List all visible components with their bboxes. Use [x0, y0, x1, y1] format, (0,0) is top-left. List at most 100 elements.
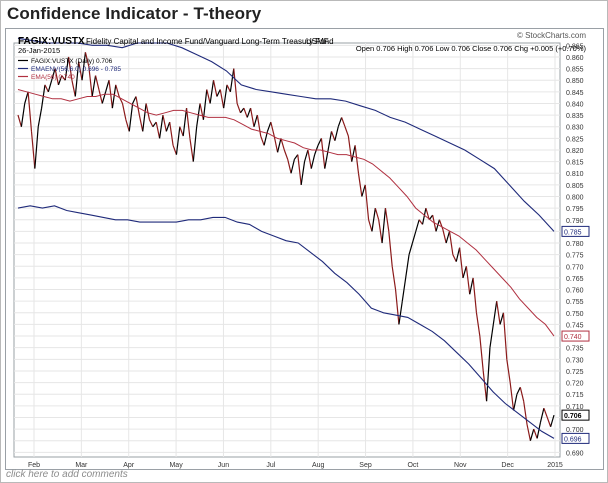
price-segment: [162, 114, 167, 132]
price-segment: [364, 184, 370, 220]
fund-description: Fidelity Capital and Income Fund/Vanguar…: [86, 37, 334, 46]
price-segment: [472, 277, 478, 313]
price-segment: [67, 56, 73, 81]
price-segment: [266, 121, 272, 132]
y-tick-label: 0.855: [566, 67, 584, 74]
price-segment: [135, 96, 140, 116]
price-segment: [351, 145, 356, 162]
y-tick-label: 0.830: [566, 125, 584, 132]
price-segment: [465, 266, 471, 295]
y-tick-label: 0.715: [566, 392, 584, 399]
y-tick-label: 0.835: [566, 113, 584, 120]
price-segment: [229, 68, 235, 92]
price-segment: [270, 121, 275, 137]
price-segment: [179, 126, 184, 137]
x-tick-label: Aug: [312, 462, 325, 469]
legend: FAGIX:VUSTX (Daily) 0.706EMAENV(56,6.0) …: [18, 58, 121, 81]
x-tick-label: Oct: [407, 462, 418, 469]
y-tick-label: 0.825: [566, 136, 584, 143]
price-segment: [435, 219, 440, 232]
y-tick-label: 0.750: [566, 311, 584, 318]
value-tag: [561, 330, 590, 342]
y-tick-label: 0.765: [566, 276, 584, 283]
y-axis: 0.6900.6950.7000.7050.7100.7150.7200.725…: [566, 43, 584, 457]
price-segment: [523, 401, 528, 425]
price-segment: [344, 126, 349, 137]
y-tick-label: 0.755: [566, 299, 584, 306]
symbol-label: FAGIX:VUSTX: [18, 36, 85, 47]
price-segment: [391, 266, 397, 290]
y-tick-label: 0.725: [566, 369, 584, 376]
price-segment: [84, 52, 90, 67]
y-tick-label: 0.860: [566, 55, 584, 62]
price-segment: [54, 68, 60, 85]
price-segment: [250, 108, 255, 127]
price-segment: [324, 149, 329, 169]
y-tick-label: 0.720: [566, 381, 584, 388]
legend-entry: EMAENV(56,6.0) 0.696 - 0.785: [31, 66, 121, 73]
price-segment: [442, 228, 447, 244]
y-tick-label: 0.700: [566, 427, 584, 434]
price-segment: [388, 231, 393, 267]
price-segment: [273, 135, 279, 153]
price-segment: [290, 159, 296, 174]
price-segment: [499, 312, 505, 325]
y-tick-label: 0.770: [566, 264, 584, 271]
y-tick-label: 0.800: [566, 195, 584, 202]
price-segment: [142, 103, 147, 132]
x-tick-label: Jun: [218, 462, 229, 469]
y-tick-label: 0.845: [566, 90, 584, 97]
price-segment: [398, 301, 403, 325]
y-tick-label: 0.815: [566, 160, 584, 167]
y-tick-label: 0.710: [566, 404, 584, 411]
price-segment: [206, 89, 211, 104]
add-comments-link[interactable]: click here to add comments: [6, 469, 128, 480]
price-segment: [337, 117, 343, 127]
price-segment: [293, 154, 299, 160]
y-tick-label: 0.745: [566, 322, 584, 329]
plot-area: [13, 42, 561, 458]
value-tag-label: 0.785: [564, 229, 582, 236]
quote-summary: Open 0.706 High 0.706 Low 0.706 Close 0.…: [356, 44, 587, 53]
price-segment: [243, 107, 248, 118]
price-segment: [185, 108, 191, 139]
ema-line: [17, 89, 555, 337]
price-segment: [260, 135, 265, 146]
date-label: 26-Jan-2015: [18, 46, 60, 55]
envelope-lower-line: [17, 205, 555, 439]
price-segment: [98, 89, 103, 104]
y-tick-label: 0.840: [566, 101, 584, 108]
price-segment: [172, 145, 178, 155]
value-tag-label: 0.696: [564, 436, 582, 443]
value-tag-label: 0.740: [564, 334, 582, 341]
price-segment: [189, 138, 194, 162]
price-segment: [368, 219, 373, 232]
price-segment: [128, 103, 134, 132]
price-segment: [317, 138, 322, 146]
price-segment: [61, 75, 66, 81]
price-segment: [64, 56, 70, 81]
y-tick-label: 0.850: [566, 78, 584, 85]
price-segment: [51, 68, 56, 81]
price-segment: [529, 428, 535, 441]
y-tick-label: 0.795: [566, 206, 584, 213]
price-segment: [462, 266, 467, 279]
price-segment: [182, 108, 188, 137]
price-segment: [320, 138, 326, 169]
price-segment: [148, 119, 154, 127]
value-tags: 0.785 0.740 0.706 0.696: [561, 225, 590, 444]
price-segment: [145, 103, 151, 120]
x-axis-labels: Feb Mar Apr May Jun Jul Aug Sep Oct Nov Dec 2015: [28, 462, 563, 469]
value-tag: [561, 432, 590, 444]
price-segment: [381, 208, 387, 244]
price-segment: [512, 394, 518, 411]
price-segment: [78, 61, 83, 81]
price-segment: [81, 52, 87, 81]
price-segment: [74, 61, 80, 97]
y-tick-label: 0.810: [566, 171, 584, 178]
price-segment: [361, 184, 366, 197]
value-tag: [561, 409, 590, 421]
x-tick-label: Feb: [28, 462, 40, 469]
x-tick-label: Nov: [454, 462, 467, 469]
